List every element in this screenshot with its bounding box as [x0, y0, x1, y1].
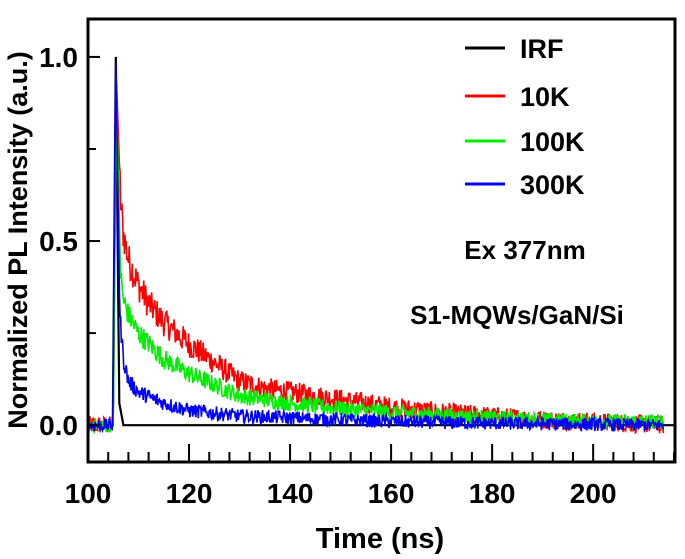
legend-label-irf: IRF	[520, 34, 564, 64]
legend-label-300k: 300K	[520, 170, 585, 200]
y-tick-labels: 0.0 0.5 1.0	[39, 42, 78, 441]
legend-label-100k: 100K	[520, 127, 585, 157]
y-tick-label: 1.0	[39, 42, 78, 73]
x-tick-label: 160	[368, 478, 415, 509]
plot-frame	[86, 17, 677, 464]
x-tick-label: 180	[469, 478, 516, 509]
x-tick-label: 120	[166, 478, 213, 509]
ticks-layer	[87, 55, 675, 462]
y-tick-label: 0.5	[39, 226, 78, 257]
legend: IRF 10K 100K 300K	[465, 34, 585, 200]
x-tick-label: 200	[570, 478, 617, 509]
y-axis-label: Normalized PL Intensity (a.u.)	[3, 51, 33, 429]
x-tick-label: 140	[267, 478, 314, 509]
y-tick-label: 0.0	[39, 410, 78, 441]
series-irf-line	[88, 56, 674, 427]
annotation-sample: S1-MQWs/GaN/Si	[410, 300, 624, 330]
x-axis-label: Time (ns)	[316, 523, 444, 554]
x-tick-label: 100	[65, 478, 112, 509]
x-tick-labels: 100 120 140 160 180 200	[65, 478, 617, 509]
series-layer	[87, 56, 674, 435]
annotation-excitation: Ex 377nm	[464, 235, 585, 265]
legend-label-10k: 10K	[520, 82, 570, 112]
series-300k-line	[87, 63, 665, 434]
